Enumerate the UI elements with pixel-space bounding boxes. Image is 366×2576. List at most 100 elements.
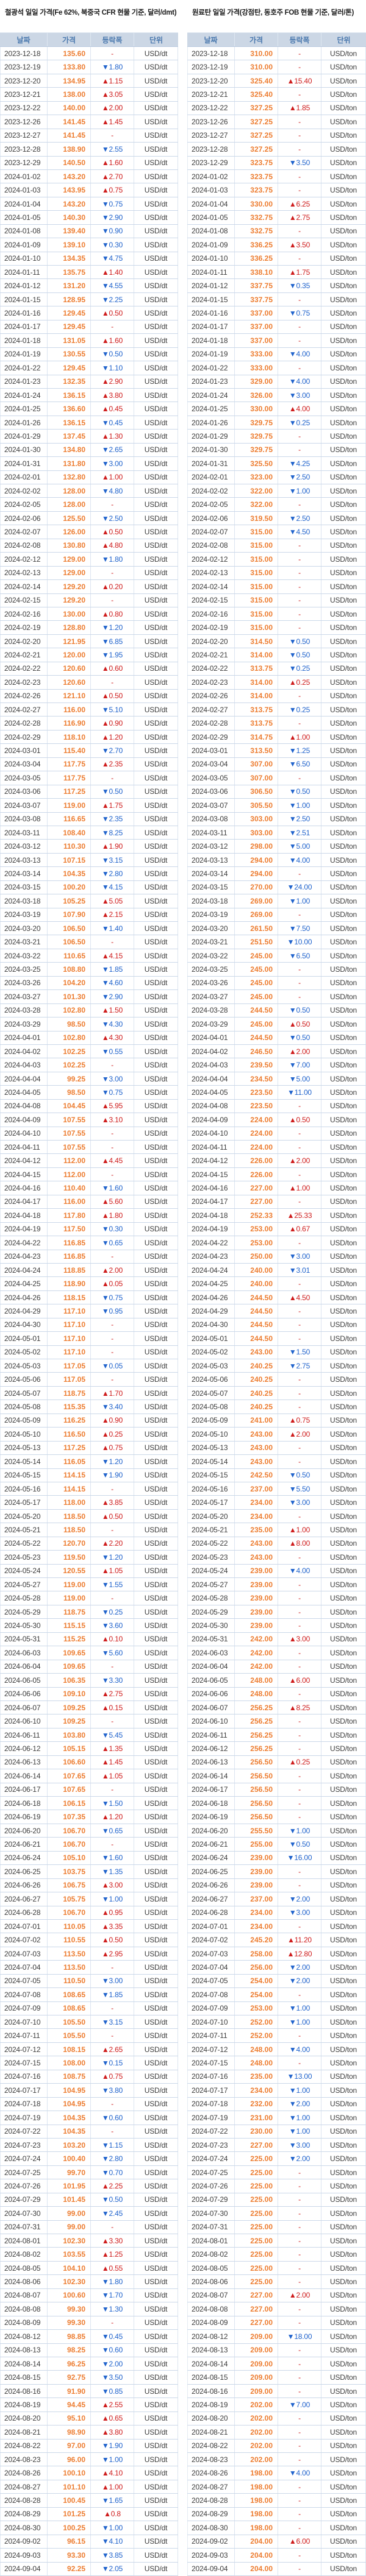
- price-cell: 223.50: [235, 1099, 278, 1113]
- price-cell: 116.85: [48, 1250, 91, 1263]
- change-cell: ▲1.60: [91, 334, 134, 347]
- price-cell: 118.00: [48, 1496, 91, 1509]
- change-cell: ▼4.75: [91, 252, 134, 265]
- date-cell: 2024-05-06: [0, 1373, 48, 1386]
- table-row: 2024-06-13 106.60 ▲1.45 USD/dt: [0, 1755, 178, 1770]
- table-row: 2024-03-05 117.75- USD/dt: [0, 771, 178, 785]
- change-cell: -: [278, 1277, 321, 1290]
- price-cell: 120.60: [48, 676, 91, 689]
- price-cell: 225.00: [235, 2165, 278, 2179]
- price-cell: 119.00: [48, 799, 91, 812]
- change-cell: ▲8.25: [278, 1700, 321, 1714]
- price-cell: 237.00: [235, 1482, 278, 1496]
- price-cell: 101.25: [48, 2507, 91, 2521]
- change-cell: ▼0.50: [91, 347, 134, 361]
- change-cell: ▼0.30: [91, 1222, 134, 1236]
- table-row: 2024-03-12 110.30 ▲1.90 USD/dt: [0, 840, 178, 854]
- date-cell: 2024-07-30: [187, 2207, 235, 2220]
- price-cell: 107.15: [48, 853, 91, 867]
- date-cell: 2024-08-01: [0, 2234, 48, 2248]
- unit-cell: USD/dt: [134, 1564, 178, 1577]
- date-cell: 2024-05-28: [187, 1591, 235, 1605]
- price-cell: 117.80: [48, 1209, 91, 1222]
- price-cell: 256.50: [235, 1783, 278, 1796]
- unit-cell: USD/dt: [134, 115, 178, 129]
- price-cell: 120.55: [48, 1564, 91, 1577]
- change-cell: ▲4.15: [91, 949, 134, 963]
- date-cell: 2024-06-13: [0, 1755, 48, 1769]
- table-row: 2024-08-23 202.00- USD/ton: [187, 2453, 366, 2467]
- price-cell: 100.20: [48, 880, 91, 894]
- change-cell: ▼1.55: [91, 1578, 134, 1591]
- table-row: 2024-01-30 134.80 ▼2.65 USD/dt: [0, 443, 178, 458]
- iron-ore-title: 철광석 일일 가격(Fe 62%, 북중국 CFR 현물 기준, 달러/dmt): [5, 9, 177, 16]
- unit-cell: USD/dt: [134, 1714, 178, 1728]
- unit-cell: USD/ton: [321, 1222, 366, 1236]
- date-cell: 2024-06-25: [187, 1865, 235, 1878]
- price-cell: 116.50: [48, 1428, 91, 1441]
- change-cell: ▲0.50: [278, 1017, 321, 1031]
- price-cell: 129.45: [48, 306, 91, 320]
- unit-cell: USD/ton: [321, 1113, 366, 1127]
- price-cell: 131.80: [48, 457, 91, 470]
- change-cell: -: [278, 976, 321, 990]
- unit-cell: USD/dt: [134, 1167, 178, 1181]
- price-cell: 94.45: [48, 2398, 91, 2411]
- table-row: 2024-01-22 129.45 ▼1.10 USD/dt: [0, 361, 178, 375]
- price-cell: 256.00: [235, 1961, 278, 1974]
- price-cell: 306.50: [235, 785, 278, 799]
- date-cell: 2024-07-23: [187, 2138, 235, 2152]
- table-row: 2024-02-21 120.00 ▼1.95 USD/dt: [0, 648, 178, 662]
- change-cell: ▼0.70: [91, 2165, 134, 2179]
- price-cell: 128.00: [48, 498, 91, 511]
- date-cell: 2024-07-05: [0, 1974, 48, 1988]
- date-cell: 2024-03-19: [187, 908, 235, 921]
- unit-cell: USD/ton: [321, 1851, 366, 1865]
- change-cell: ▼2.35: [91, 812, 134, 826]
- date-cell: 2024-05-29: [0, 1605, 48, 1619]
- date-cell: 2024-07-04: [187, 1961, 235, 1974]
- date-cell: 2024-07-31: [0, 2220, 48, 2234]
- table-row: 2024-08-06 225.00- USD/ton: [187, 2275, 366, 2289]
- price-cell: 118.50: [48, 1509, 91, 1523]
- table-row: 2024-07-25 99.70 ▼0.70 USD/dt: [0, 2165, 178, 2180]
- table-row: 2024-06-20 255.50 ▼1.00 USD/ton: [187, 1824, 366, 1838]
- date-cell: 2024-03-11: [0, 826, 48, 840]
- price-cell: 118.75: [48, 1386, 91, 1400]
- date-cell: 2024-07-16: [187, 2070, 235, 2084]
- table-row: 2024-06-14 107.65 ▲1.05 USD/dt: [0, 1769, 178, 1783]
- table-row: 2024-03-27 245.00- USD/ton: [187, 990, 366, 1004]
- date-cell: 2024-01-12: [187, 279, 235, 292]
- unit-cell: USD/dt: [134, 1127, 178, 1140]
- table-row: 2024-08-15 209.00- USD/ton: [187, 2371, 366, 2385]
- table-row: 2024-05-01 244.50- USD/ton: [187, 1332, 366, 1346]
- unit-cell: USD/ton: [321, 2084, 366, 2097]
- price-cell: 245.20: [235, 1933, 278, 1947]
- date-cell: 2024-04-17: [187, 1195, 235, 1209]
- date-cell: 2024-01-05: [0, 211, 48, 224]
- change-cell: -: [278, 1742, 321, 1755]
- table-row: 2024-03-29 98.50 ▼4.30 USD/dt: [0, 1017, 178, 1031]
- date-cell: 2024-02-20: [0, 634, 48, 648]
- table-row: 2024-06-10 256.25- USD/ton: [187, 1714, 366, 1729]
- table-row: 2024-05-08 240.25- USD/ton: [187, 1400, 366, 1414]
- date-cell: 2024-02-15: [187, 593, 235, 607]
- unit-cell: USD/dt: [134, 2480, 178, 2494]
- change-cell: -: [278, 1318, 321, 1332]
- date-cell: 2024-04-26: [187, 1290, 235, 1304]
- unit-cell: USD/dt: [134, 457, 178, 470]
- date-cell: 2024-08-16: [187, 2384, 235, 2398]
- unit-cell: USD/dt: [134, 1933, 178, 1947]
- table-row: 2024-01-05 140.30 ▼2.90 USD/dt: [0, 211, 178, 225]
- date-cell: 2024-06-28: [0, 1906, 48, 1919]
- change-cell: -: [278, 2549, 321, 2562]
- date-cell: 2024-08-26: [0, 2466, 48, 2480]
- table-row: 2024-03-07 305.50 ▼1.00 USD/ton: [187, 799, 366, 813]
- date-cell: 2024-04-19: [187, 1222, 235, 1236]
- change-cell: ▼2.00: [278, 1961, 321, 1974]
- date-cell: 2024-03-14: [187, 867, 235, 880]
- unit-cell: USD/dt: [134, 2535, 178, 2549]
- table-row: 2024-03-21 251.50 ▼10.00 USD/ton: [187, 935, 366, 949]
- price-cell: 227.00: [235, 1181, 278, 1195]
- table-row: 2024-04-19 253.00 ▲0.67 USD/ton: [187, 1222, 366, 1237]
